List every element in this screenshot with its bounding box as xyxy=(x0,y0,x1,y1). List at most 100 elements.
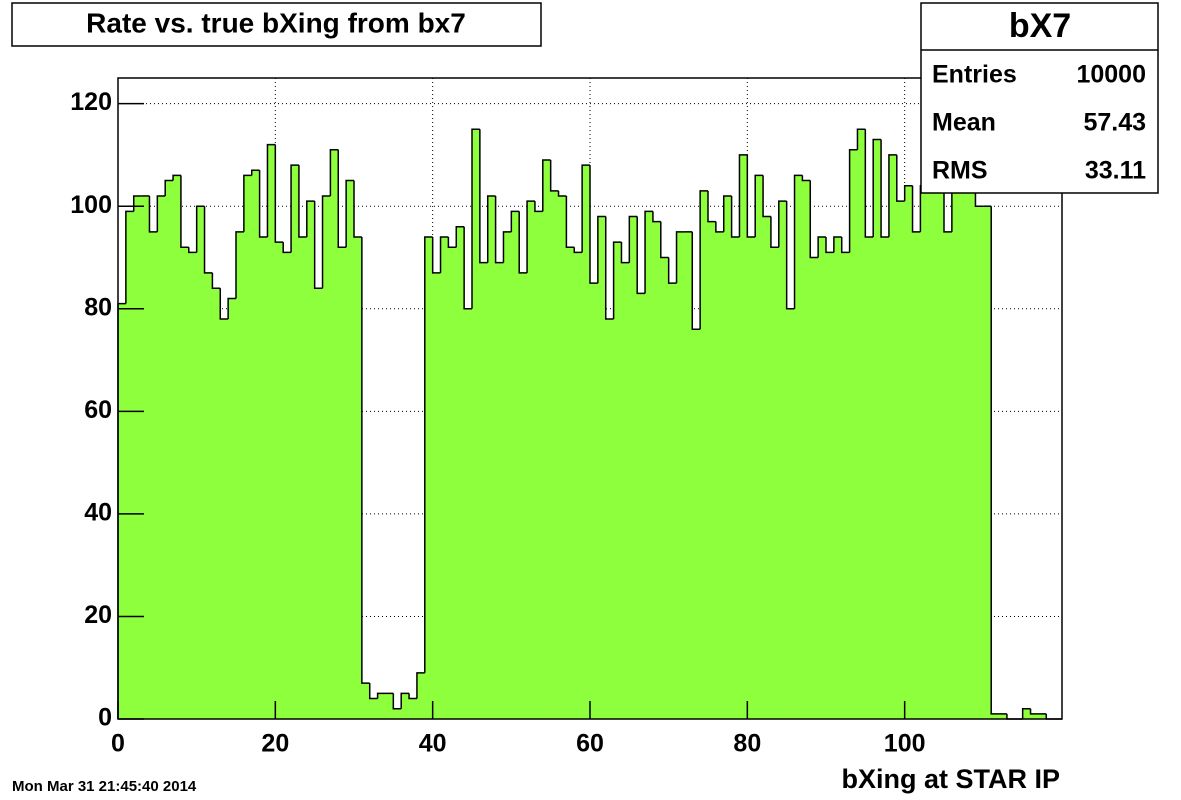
stats-value: 57.43 xyxy=(1083,109,1146,137)
bar-outline xyxy=(612,241,622,320)
bar xyxy=(676,231,685,719)
bar-outline xyxy=(526,200,535,273)
bar xyxy=(338,247,347,719)
bar xyxy=(975,206,984,719)
bar xyxy=(125,211,135,719)
bar-outline xyxy=(172,174,181,181)
bar-outline xyxy=(691,231,701,331)
bar-outline xyxy=(707,190,716,223)
bar xyxy=(841,252,850,720)
bar xyxy=(346,180,355,719)
bar xyxy=(786,308,795,719)
bar xyxy=(448,247,457,719)
bar-outline xyxy=(392,693,402,710)
bar-outline xyxy=(235,231,244,299)
bar xyxy=(212,288,221,719)
bar xyxy=(204,272,213,719)
bar xyxy=(755,175,764,719)
bar xyxy=(731,236,740,719)
bar xyxy=(275,242,284,719)
bar-outline xyxy=(266,143,276,237)
bar-outline xyxy=(510,210,520,232)
bar xyxy=(409,698,418,719)
bar-outline xyxy=(534,201,543,213)
bar-outline xyxy=(896,154,905,202)
bar xyxy=(133,195,142,720)
bar xyxy=(881,236,890,719)
bar xyxy=(432,272,441,719)
x-tick-label: 60 xyxy=(576,730,604,758)
bar xyxy=(251,170,260,719)
bar xyxy=(912,231,921,719)
bar-outline xyxy=(903,184,913,202)
bar xyxy=(228,298,237,719)
bar-outline xyxy=(604,216,614,320)
title-box xyxy=(11,2,542,47)
y-tick-label: 0 xyxy=(98,704,112,732)
bar xyxy=(700,190,709,720)
bar-outline xyxy=(479,129,488,264)
bar xyxy=(464,308,473,719)
bar xyxy=(888,154,898,720)
bar-outline xyxy=(738,154,748,237)
bar xyxy=(472,129,481,719)
bar-outline xyxy=(431,236,441,274)
bar xyxy=(944,231,953,719)
bar-outline xyxy=(581,164,590,253)
bar xyxy=(936,175,945,719)
bar-outline xyxy=(675,231,685,284)
bar xyxy=(621,262,630,719)
bar xyxy=(534,211,544,719)
bar-outline xyxy=(864,129,874,238)
bar-outline xyxy=(447,236,457,248)
bar xyxy=(810,257,819,719)
bar xyxy=(999,713,1008,719)
bar-outline xyxy=(408,693,417,700)
bar-outline xyxy=(227,297,236,320)
bar xyxy=(739,154,748,720)
stats-value: 10000 xyxy=(1076,61,1146,89)
bar-outline xyxy=(243,174,252,232)
bar xyxy=(503,231,512,719)
bar-outline xyxy=(644,210,653,294)
bar-outline xyxy=(620,242,630,264)
bar-outline xyxy=(518,211,528,274)
y-tick-label: 120 xyxy=(70,88,112,116)
bar-outline xyxy=(699,190,708,330)
bar-outline xyxy=(557,190,567,197)
bar xyxy=(283,252,292,720)
bar-outline xyxy=(880,139,889,238)
bar xyxy=(896,201,905,719)
bar-outline xyxy=(439,236,449,273)
bar-outline xyxy=(825,236,834,254)
bar-outline xyxy=(416,672,425,699)
bar-outline xyxy=(471,128,480,309)
bar xyxy=(173,175,182,719)
bar xyxy=(361,683,371,719)
bar xyxy=(354,236,363,719)
bar xyxy=(652,221,662,720)
bar xyxy=(778,201,787,719)
bar-outline xyxy=(361,236,370,684)
y-tick-label: 100 xyxy=(70,191,112,219)
bar xyxy=(165,180,174,719)
bar-outline xyxy=(778,200,787,248)
bar-outline xyxy=(274,144,284,243)
bar xyxy=(826,252,835,720)
bar-outline xyxy=(455,225,465,248)
bar xyxy=(1038,713,1047,719)
bar xyxy=(920,185,929,720)
bar xyxy=(519,272,528,719)
bar-outline xyxy=(321,195,331,289)
bar-outline xyxy=(486,195,496,263)
bar-outline xyxy=(337,149,347,248)
bar xyxy=(118,303,127,719)
y-tick-label: 40 xyxy=(84,498,112,526)
bar xyxy=(566,247,575,719)
bar xyxy=(322,195,331,720)
bar-outline xyxy=(1045,713,1055,720)
bar-outline xyxy=(463,226,472,310)
bar xyxy=(873,139,882,719)
bar xyxy=(393,708,402,719)
